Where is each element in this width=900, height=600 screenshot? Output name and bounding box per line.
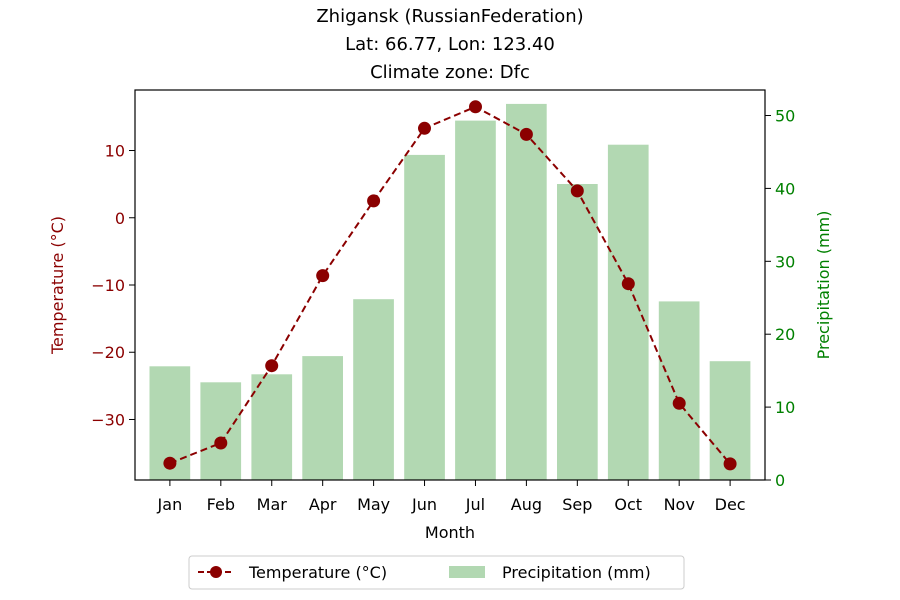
x-tick-label-aug: Aug xyxy=(511,495,542,514)
temperature-point-dec xyxy=(723,457,737,471)
temperature-series-line xyxy=(169,105,731,465)
x-tick-label-sep: Sep xyxy=(562,495,592,514)
precipitation-bar-aug xyxy=(506,103,547,481)
temperature-point-nov xyxy=(672,396,686,410)
right-tick-label: 10 xyxy=(775,398,795,417)
precipitation-bar-sep xyxy=(557,184,598,480)
x-tick-label-may: May xyxy=(357,495,390,514)
x-tick-label-feb: Feb xyxy=(207,495,235,514)
x-tick-label-dec: Dec xyxy=(715,495,746,514)
precipitation-bar-jul xyxy=(455,120,496,480)
x-tick-label-nov: Nov xyxy=(664,495,695,514)
chart-title: Zhigansk (RussianFederation) Lat: 66.77,… xyxy=(316,6,583,83)
right-tick-label: 0 xyxy=(775,471,785,490)
precipitation-bar-oct xyxy=(607,144,649,480)
temperature-line xyxy=(163,100,737,471)
legend-frame xyxy=(188,555,685,590)
precipitation-bars xyxy=(149,103,751,481)
x-tick-label-apr: Apr xyxy=(309,495,337,514)
title-line-station: Zhigansk (RussianFederation) xyxy=(316,6,583,27)
x-tick-label-jun: Jun xyxy=(411,495,437,514)
legend: Temperature (°C) Precipitation (mm) xyxy=(188,555,685,590)
temperature-point-jul xyxy=(469,100,482,114)
left-tick-label: −10 xyxy=(91,276,125,295)
temperature-point-may xyxy=(367,194,381,208)
temperature-point-apr xyxy=(316,269,330,283)
right-tick-label: 30 xyxy=(775,252,795,271)
legend-temperature-label: Temperature (°C) xyxy=(248,563,387,582)
precipitation-bar-jun xyxy=(404,154,445,480)
left-tick-label: 0 xyxy=(115,209,125,228)
precipitation-bar-apr xyxy=(302,356,343,480)
right-axis-label: Precipitation (mm) xyxy=(814,211,833,360)
right-tick-label: 50 xyxy=(775,107,795,126)
right-tick-label: 20 xyxy=(775,325,795,344)
x-tick-label-oct: Oct xyxy=(614,495,642,514)
left-tick-label: 10 xyxy=(105,142,125,161)
title-line-climate-zone: Climate zone: Dfc xyxy=(370,62,530,83)
precipitation-bar-nov xyxy=(658,301,700,480)
x-tick-label-mar: Mar xyxy=(257,495,288,514)
right-y-axis: 0 10 20 30 40 50 xyxy=(765,107,795,490)
legend-precipitation-swatch xyxy=(449,566,485,578)
legend-temperature-marker xyxy=(210,566,222,578)
x-axis: Jan Feb Mar Apr May Jun Jul Aug Sep Oct Nov Dec xyxy=(157,480,746,514)
title-line-coordinates: Lat: 66.77, Lon: 123.40 xyxy=(345,34,555,55)
temperature-point-jun xyxy=(418,121,431,135)
left-axis-label: Temperature (°C) xyxy=(48,216,67,355)
temperature-point-oct xyxy=(621,277,635,291)
x-tick-label-jul: Jul xyxy=(465,495,485,514)
precipitation-bar-mar xyxy=(251,374,293,480)
x-axis-label: Month xyxy=(425,523,475,542)
left-y-axis: 10 0 −10 −20 −30 xyxy=(91,142,135,429)
temperature-point-mar xyxy=(265,359,279,373)
right-tick-label: 40 xyxy=(775,179,795,198)
temperature-point-aug xyxy=(519,127,533,141)
legend-precipitation-label: Precipitation (mm) xyxy=(502,563,651,582)
left-tick-label: −30 xyxy=(91,410,125,429)
temperature-point-jan xyxy=(163,456,177,470)
temperature-point-feb xyxy=(214,436,228,450)
precipitation-bar-feb xyxy=(200,382,242,480)
x-tick-label-jan: Jan xyxy=(157,495,183,514)
precipitation-bar-may xyxy=(353,299,394,480)
left-tick-label: −20 xyxy=(91,343,125,362)
temperature-point-sep xyxy=(570,184,584,198)
